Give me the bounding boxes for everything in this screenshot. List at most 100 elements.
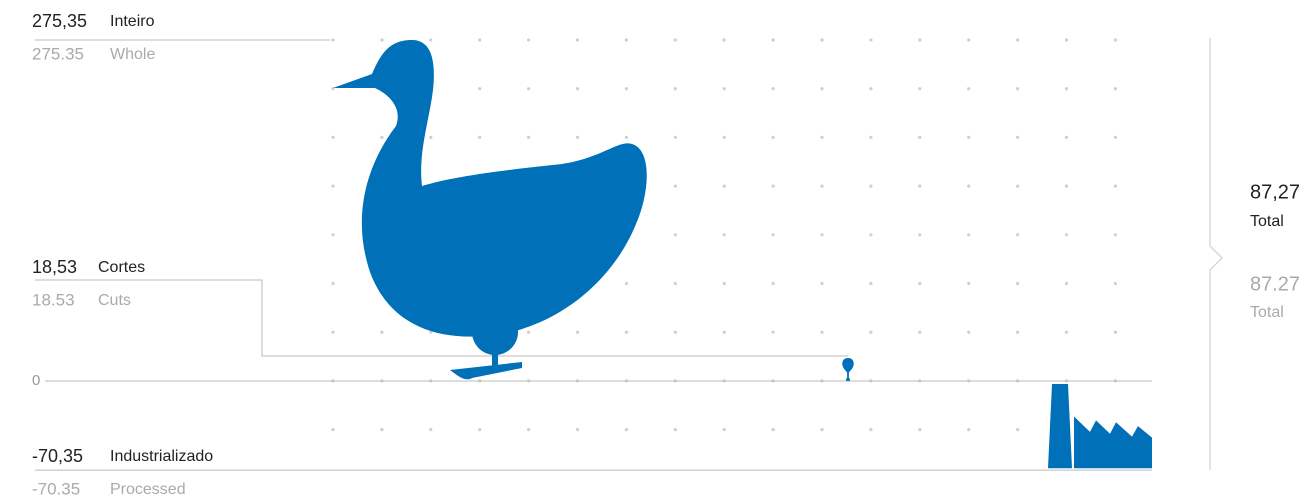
grid-dot xyxy=(673,281,677,286)
grid-dot xyxy=(1113,330,1117,334)
grid-dot xyxy=(624,281,629,286)
grid-dot xyxy=(918,184,922,188)
grid-dot xyxy=(722,184,726,188)
value-label: 275,35 xyxy=(32,11,87,31)
grid-dot xyxy=(771,281,775,286)
grid-dot xyxy=(527,87,531,91)
value-label-en: 18.53 xyxy=(32,290,75,309)
grid-dot xyxy=(1016,87,1020,91)
grid-dot xyxy=(1016,184,1020,188)
grid-dot xyxy=(429,135,433,139)
grid-dot xyxy=(722,330,726,334)
grid-dot xyxy=(478,135,482,139)
category-label: Inteiro xyxy=(110,13,155,30)
grid-dot xyxy=(1016,428,1020,432)
value-label: 18,53 xyxy=(32,257,77,277)
y-tick-label: 0 xyxy=(32,372,40,389)
total-name: Total xyxy=(1250,213,1284,230)
drumstick xyxy=(842,358,854,381)
grid-dot xyxy=(331,428,335,432)
grid-dot xyxy=(575,428,580,432)
grid-dot xyxy=(1064,38,1069,42)
grid-dot xyxy=(820,87,824,91)
grid-dot xyxy=(1113,281,1117,286)
grid-dot xyxy=(624,38,629,42)
grid-dot xyxy=(869,233,873,237)
grid-dot xyxy=(771,87,775,91)
grid-dot xyxy=(771,233,775,237)
grid-dot xyxy=(575,135,580,139)
grid-dot xyxy=(820,233,824,237)
grid-dot xyxy=(1064,330,1069,334)
grid-dot xyxy=(331,38,335,42)
grid-dot xyxy=(869,38,873,42)
grid-dot xyxy=(331,87,335,91)
grid-dot xyxy=(1016,135,1020,139)
grid-dot xyxy=(429,38,433,42)
grid-dot xyxy=(1064,87,1069,91)
grid-dot xyxy=(918,428,922,432)
grid-dot xyxy=(575,87,580,91)
grid-dot xyxy=(1016,233,1020,237)
total-value-en: 87.27 xyxy=(1250,273,1300,295)
grid-dot xyxy=(869,330,873,334)
grid-dot xyxy=(820,135,824,139)
category-label-en: Cuts xyxy=(98,292,131,309)
grid-dot xyxy=(722,135,726,139)
grid-dot xyxy=(869,281,873,286)
grid-dot xyxy=(624,135,629,139)
grid-dot xyxy=(331,184,335,188)
grid-dot xyxy=(624,428,629,432)
grid-dot xyxy=(967,330,971,334)
grid-dot xyxy=(820,184,824,188)
grid-dot xyxy=(673,87,677,91)
grid-dot xyxy=(722,87,726,91)
grid-dot xyxy=(673,184,677,188)
grid-dot xyxy=(869,87,873,91)
grid-dot xyxy=(967,428,971,432)
grid-dot xyxy=(771,38,775,42)
grid-dot xyxy=(1064,184,1069,188)
grid-dot xyxy=(478,87,482,91)
grid-dot xyxy=(1016,38,1020,42)
grid-dot xyxy=(1113,233,1117,237)
category-label: Industrializado xyxy=(110,448,213,465)
grid-dot xyxy=(1113,184,1117,188)
duck-foot xyxy=(450,362,522,380)
drumstick-icon xyxy=(842,358,854,381)
grid-dot xyxy=(673,428,677,432)
grid-dot xyxy=(380,135,384,139)
grid-dot xyxy=(527,330,531,334)
grid-dot xyxy=(967,87,971,91)
leader-line xyxy=(35,279,848,357)
grid-dot xyxy=(918,233,922,237)
grid-dot xyxy=(918,330,922,334)
grid-dot xyxy=(673,135,677,139)
grid-dot xyxy=(624,87,629,91)
grid-dot xyxy=(331,281,335,286)
factory-icon xyxy=(1048,384,1152,469)
grid-dot xyxy=(673,330,677,334)
total-value: 87,27 xyxy=(1250,181,1300,203)
grid-dot xyxy=(918,135,922,139)
grid-dot xyxy=(1016,330,1020,334)
grid-dot xyxy=(771,184,775,188)
grid-dot xyxy=(820,38,824,42)
grid-dot xyxy=(380,38,384,42)
grid-dot xyxy=(380,428,384,432)
factory-chimney xyxy=(1048,384,1072,469)
grid-dot xyxy=(1064,281,1069,286)
grid-dot xyxy=(918,38,922,42)
duck-knee xyxy=(472,309,518,355)
grid-dot xyxy=(967,38,971,42)
grid-dot xyxy=(380,330,384,334)
grid-dot xyxy=(1064,233,1069,237)
grid-dot xyxy=(1016,281,1020,286)
grid-dot xyxy=(527,135,531,139)
grid-dot xyxy=(820,281,824,286)
grid-dot xyxy=(722,38,726,42)
grid-dot xyxy=(918,87,922,91)
grid-dot xyxy=(429,330,433,334)
grid-dot xyxy=(575,38,580,42)
